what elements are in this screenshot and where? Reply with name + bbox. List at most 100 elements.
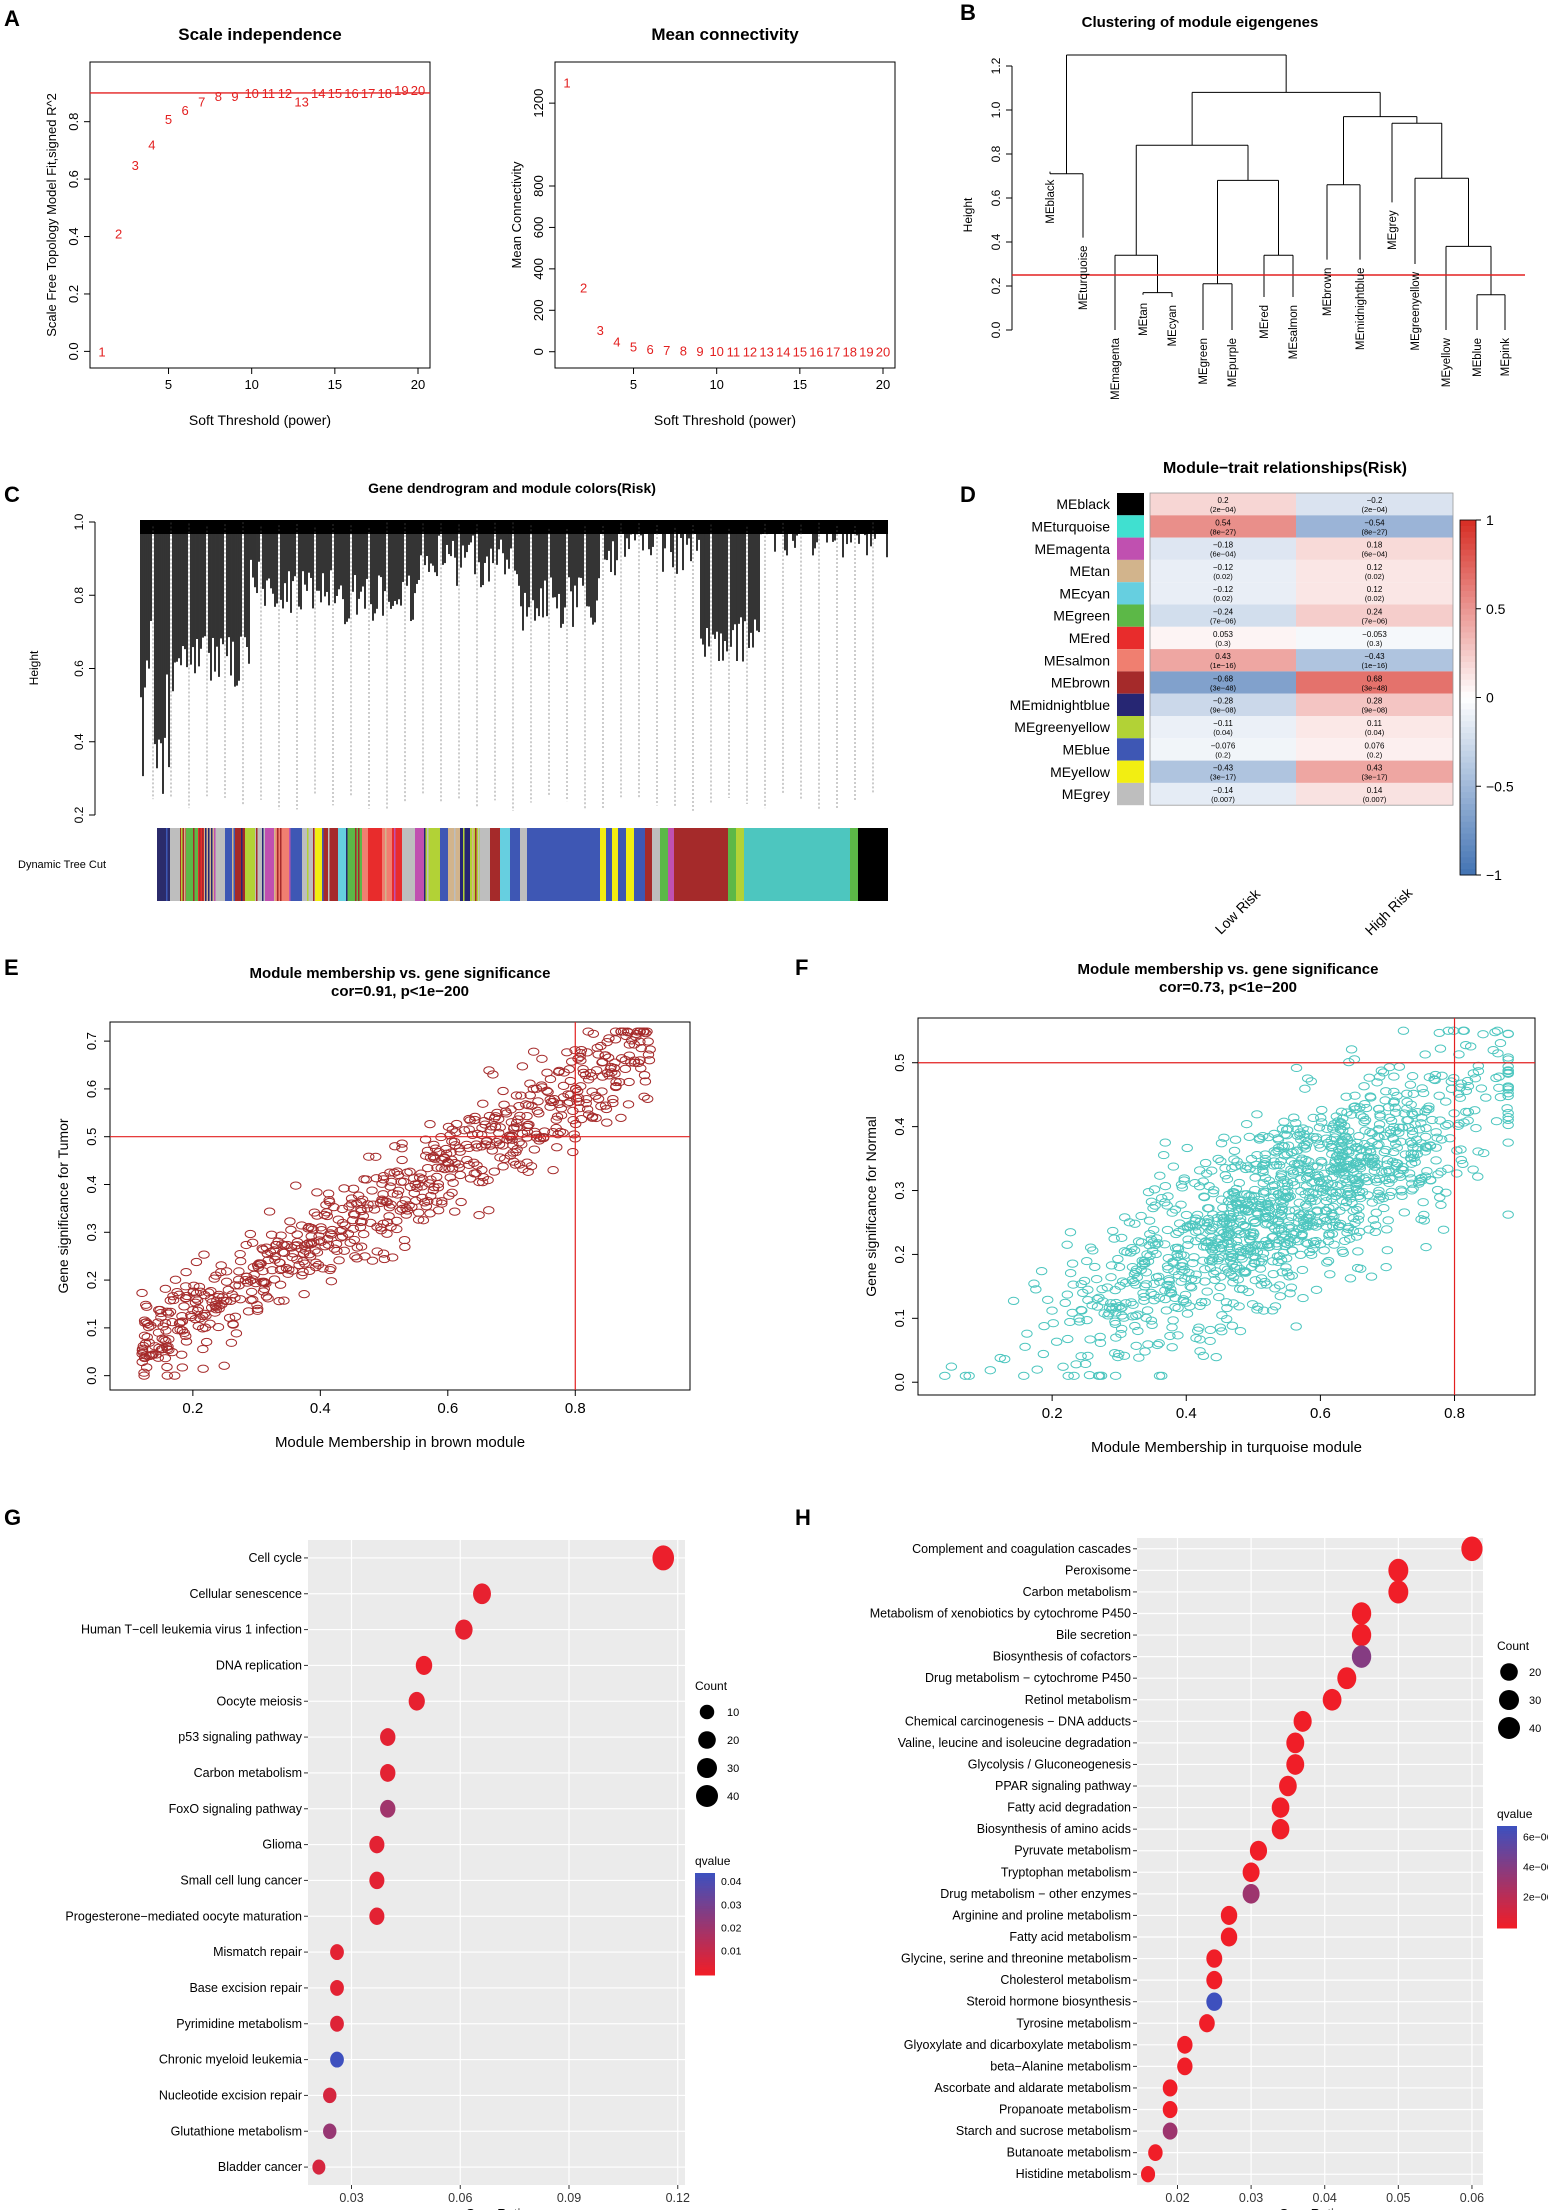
cell-correlation: −0.54 bbox=[1364, 518, 1385, 527]
scatter-point bbox=[1279, 1242, 1292, 1251]
scatter-point bbox=[330, 1239, 343, 1249]
scatter-point bbox=[1457, 1159, 1469, 1169]
color-legend-step bbox=[1497, 1907, 1517, 1911]
scatter-point bbox=[152, 1318, 164, 1327]
scatter-point bbox=[1295, 1187, 1307, 1196]
x-tick-label: 0.12 bbox=[666, 2191, 690, 2205]
scatter-point bbox=[621, 1027, 634, 1036]
cell-correlation: −0.11 bbox=[1213, 719, 1233, 728]
scatter-point bbox=[1281, 1178, 1294, 1187]
scatter-point bbox=[1262, 1212, 1275, 1221]
size-legend-dot bbox=[696, 1785, 718, 1807]
scatter-point bbox=[176, 1350, 188, 1359]
module-color-segment bbox=[858, 828, 888, 901]
color-legend-step bbox=[695, 1949, 715, 1953]
scatter-point bbox=[602, 1053, 615, 1062]
x-tick-label: 0.4 bbox=[310, 1400, 331, 1417]
scatter-point bbox=[139, 1353, 151, 1362]
scatter-point bbox=[1042, 1295, 1054, 1304]
color-legend-step bbox=[695, 1952, 715, 1956]
scatter-point bbox=[1132, 1326, 1144, 1336]
scatter-point bbox=[1061, 1240, 1073, 1249]
scatter-point bbox=[1175, 1277, 1187, 1286]
colorbar-step bbox=[1460, 685, 1476, 693]
scatter-point bbox=[1491, 1026, 1504, 1035]
scatter-point bbox=[1454, 1093, 1466, 1102]
scatter-point bbox=[1338, 1170, 1350, 1179]
enrichment-dot bbox=[1162, 2100, 1178, 2119]
scatter-point bbox=[1268, 1161, 1280, 1170]
power-point-1: 1 bbox=[98, 344, 105, 359]
cell-correlation: −0.43 bbox=[1364, 652, 1385, 661]
scatter-point bbox=[1203, 1219, 1215, 1228]
scatter-point bbox=[262, 1255, 275, 1265]
scatter-point bbox=[1502, 1085, 1514, 1094]
enrichment-dot bbox=[369, 1871, 385, 1890]
scatter-point bbox=[1151, 1340, 1164, 1350]
scatter-point bbox=[1283, 1221, 1295, 1230]
term-label: Cell cycle bbox=[249, 1551, 303, 1565]
scatter-point bbox=[1288, 1113, 1300, 1122]
power-point-18: 18 bbox=[378, 86, 392, 101]
scatter-point bbox=[1349, 1102, 1361, 1111]
scatter-point bbox=[1073, 1314, 1085, 1323]
scatter-point bbox=[1209, 1245, 1221, 1254]
scatter-point bbox=[1272, 1190, 1285, 1199]
scatter-point bbox=[1167, 1162, 1180, 1171]
cell-pvalue: (0.007) bbox=[1211, 795, 1235, 804]
term-label: Chronic myeloid leukemia bbox=[159, 2053, 302, 2067]
plot-background bbox=[308, 1540, 685, 2185]
scatter-point bbox=[1094, 1332, 1106, 1341]
colorbar-step bbox=[1460, 697, 1476, 704]
scatter-point bbox=[503, 1131, 516, 1140]
scatter-point bbox=[424, 1120, 436, 1129]
scatter-point bbox=[1082, 1351, 1094, 1360]
scatter-point bbox=[1420, 1142, 1432, 1151]
scatter-point bbox=[1426, 1115, 1438, 1125]
scatter-point bbox=[1221, 1232, 1233, 1241]
y-tick-label: 0.2 bbox=[66, 285, 81, 303]
scatter-point bbox=[178, 1302, 190, 1311]
cell-correlation: −0.12 bbox=[1213, 585, 1234, 594]
scatter-point bbox=[1178, 1176, 1190, 1185]
scatter-point bbox=[1386, 1157, 1399, 1166]
y-axis-label: Gene significance for Normal bbox=[863, 1116, 879, 1297]
scatter-point bbox=[1075, 1352, 1087, 1361]
module-color-segment bbox=[652, 828, 660, 901]
scatter-point bbox=[1351, 1157, 1363, 1166]
scatter-point bbox=[1502, 1055, 1514, 1064]
color-legend-step bbox=[1497, 1859, 1517, 1863]
module-color-segment bbox=[645, 828, 652, 901]
color-legend-step bbox=[695, 1901, 715, 1905]
scatter-point bbox=[1225, 1239, 1238, 1248]
scatter-point bbox=[526, 1101, 538, 1110]
scatter-point bbox=[1185, 1283, 1198, 1292]
colorbar-step bbox=[1460, 792, 1476, 799]
scatter-point bbox=[1281, 1150, 1293, 1159]
scatter-point bbox=[1388, 1087, 1400, 1096]
scatter-point bbox=[432, 1179, 445, 1189]
heat-cell bbox=[1150, 693, 1296, 716]
x-axis-label: GeneRatio bbox=[465, 2206, 527, 2210]
scatter-point bbox=[566, 1057, 578, 1066]
colorbar-step bbox=[1460, 520, 1476, 527]
module-color-segment bbox=[736, 828, 744, 901]
scatter-point bbox=[1502, 1082, 1514, 1091]
scatter-point bbox=[1320, 1216, 1333, 1225]
scatter-point bbox=[1031, 1365, 1043, 1374]
x-tick-label: 0.6 bbox=[1310, 1405, 1331, 1422]
scatter-point bbox=[1184, 1222, 1196, 1231]
scatter-point bbox=[1173, 1219, 1186, 1228]
scatter-point bbox=[458, 1126, 470, 1135]
scatter-point bbox=[1057, 1362, 1069, 1371]
scatter-point bbox=[483, 1066, 495, 1075]
scatter-point bbox=[358, 1230, 370, 1239]
scatter-point bbox=[1141, 1306, 1154, 1315]
module-color-segment bbox=[600, 828, 606, 901]
scatter-point bbox=[1451, 1146, 1463, 1155]
scatter-point bbox=[939, 1371, 951, 1380]
heat-cell bbox=[1296, 671, 1453, 694]
colorbar-step bbox=[1460, 727, 1476, 734]
scatter-point bbox=[1301, 1167, 1314, 1176]
module-swatch-mesalmon bbox=[1117, 649, 1144, 672]
